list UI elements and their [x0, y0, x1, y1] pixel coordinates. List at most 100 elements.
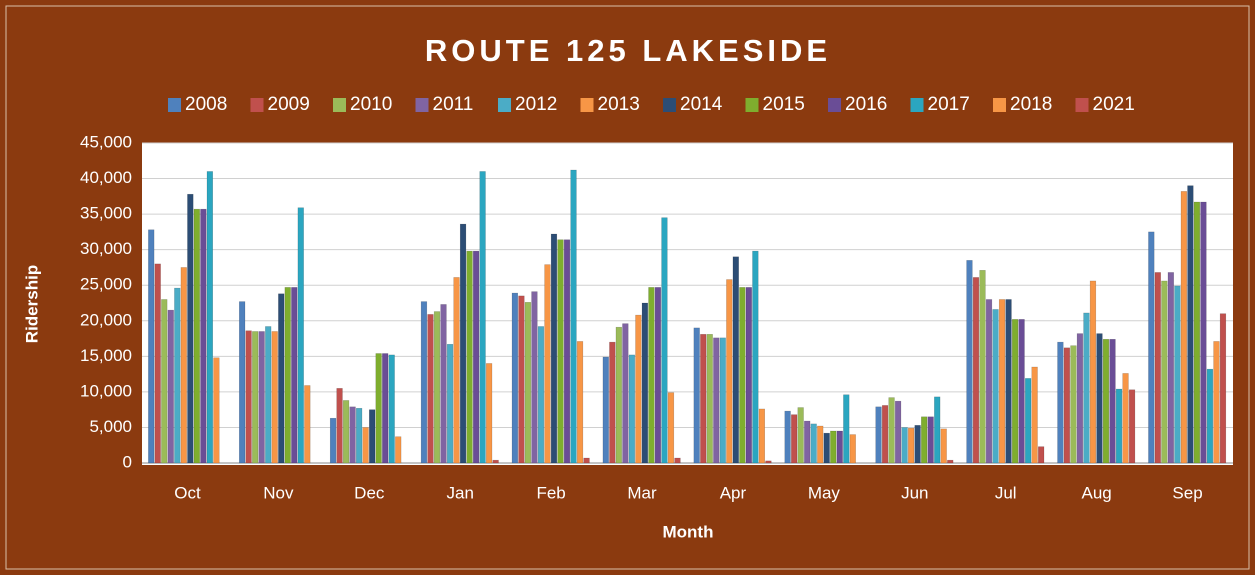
bar — [934, 396, 941, 464]
bar — [544, 264, 551, 464]
bar — [1213, 341, 1220, 464]
x-tick-label: Apr — [720, 483, 747, 502]
bar — [329, 417, 337, 464]
bar — [466, 250, 473, 464]
bar — [693, 327, 700, 464]
bar — [1154, 272, 1161, 464]
bar — [1038, 446, 1045, 464]
legend-swatch — [828, 98, 841, 112]
bar — [284, 287, 291, 464]
bar — [745, 287, 752, 464]
x-tick-label: Dec — [354, 483, 385, 502]
bar — [881, 405, 889, 464]
legend-label: 2012 — [515, 94, 557, 115]
bar — [1063, 347, 1071, 464]
y-tick-label: 5,000 — [89, 417, 132, 436]
x-tick-label: Feb — [536, 483, 565, 502]
bar — [180, 267, 187, 464]
x-tick-label: May — [808, 483, 841, 502]
bar — [1018, 319, 1025, 464]
bar — [979, 270, 986, 464]
bar — [420, 301, 428, 464]
legend-label: 2011 — [433, 94, 474, 115]
bar — [459, 223, 467, 464]
bar — [206, 171, 213, 464]
bar — [583, 457, 590, 464]
bar — [446, 343, 454, 464]
bar — [784, 410, 791, 464]
bar — [791, 414, 798, 464]
bar — [570, 169, 577, 464]
bar — [1102, 339, 1110, 464]
bar — [1025, 378, 1032, 464]
bar — [1200, 201, 1207, 464]
bar — [622, 323, 629, 464]
bar — [875, 406, 882, 464]
bar — [161, 299, 168, 464]
bar — [563, 239, 571, 464]
x-tick-label: Jul — [995, 483, 1017, 502]
bar — [167, 309, 174, 464]
bar — [1011, 319, 1019, 464]
bar — [661, 217, 668, 464]
bar — [927, 416, 934, 464]
bar — [700, 334, 707, 464]
bar — [187, 193, 194, 464]
bar — [486, 363, 493, 464]
bar — [849, 434, 856, 464]
bar — [193, 208, 200, 464]
legend-swatch — [250, 98, 264, 112]
bar — [719, 337, 726, 464]
y-tick-label: 35,000 — [80, 204, 132, 223]
bar — [1167, 272, 1174, 464]
y-tick-label: 0 — [123, 452, 132, 471]
legend-label: 2021 — [1093, 94, 1135, 115]
y-axis-title: Ridership — [22, 265, 41, 343]
legend-swatch — [1075, 98, 1089, 112]
bar — [433, 311, 441, 464]
y-tick-label: 20,000 — [80, 310, 132, 329]
x-tick-label: Jan — [446, 483, 473, 502]
bar — [1219, 313, 1227, 464]
bar — [252, 331, 259, 464]
bar — [258, 331, 265, 464]
bar — [550, 233, 558, 464]
bar — [972, 277, 980, 464]
bar — [576, 341, 584, 464]
y-tick-label: 15,000 — [80, 346, 132, 365]
bar — [985, 299, 993, 464]
bar — [1187, 185, 1194, 464]
bar — [291, 287, 298, 464]
legend-label: 2017 — [928, 94, 970, 115]
bar — [395, 436, 402, 464]
bar — [674, 457, 681, 464]
legend-label: 2010 — [350, 94, 392, 115]
bar — [888, 397, 895, 464]
legend-swatch — [333, 98, 346, 112]
x-tick-label: Oct — [174, 483, 201, 502]
bar — [1193, 201, 1201, 464]
bar — [511, 292, 518, 464]
bar — [713, 337, 720, 464]
x-tick-label: Nov — [263, 483, 294, 502]
bar — [492, 459, 499, 464]
bar — [817, 425, 824, 464]
bar — [200, 208, 207, 464]
legend-swatch — [745, 98, 759, 112]
x-axis-title: Month — [663, 522, 714, 541]
bar — [278, 293, 285, 464]
bar — [148, 229, 155, 464]
bar — [271, 331, 278, 464]
bar — [758, 408, 765, 464]
bar — [1109, 339, 1116, 464]
bar — [739, 287, 746, 464]
bar — [1174, 285, 1181, 464]
bar — [1115, 388, 1123, 464]
legend-swatch — [498, 98, 511, 112]
bar — [609, 341, 616, 464]
bar — [375, 353, 382, 464]
bar — [472, 250, 480, 464]
bar — [797, 407, 804, 464]
bar — [752, 250, 759, 464]
